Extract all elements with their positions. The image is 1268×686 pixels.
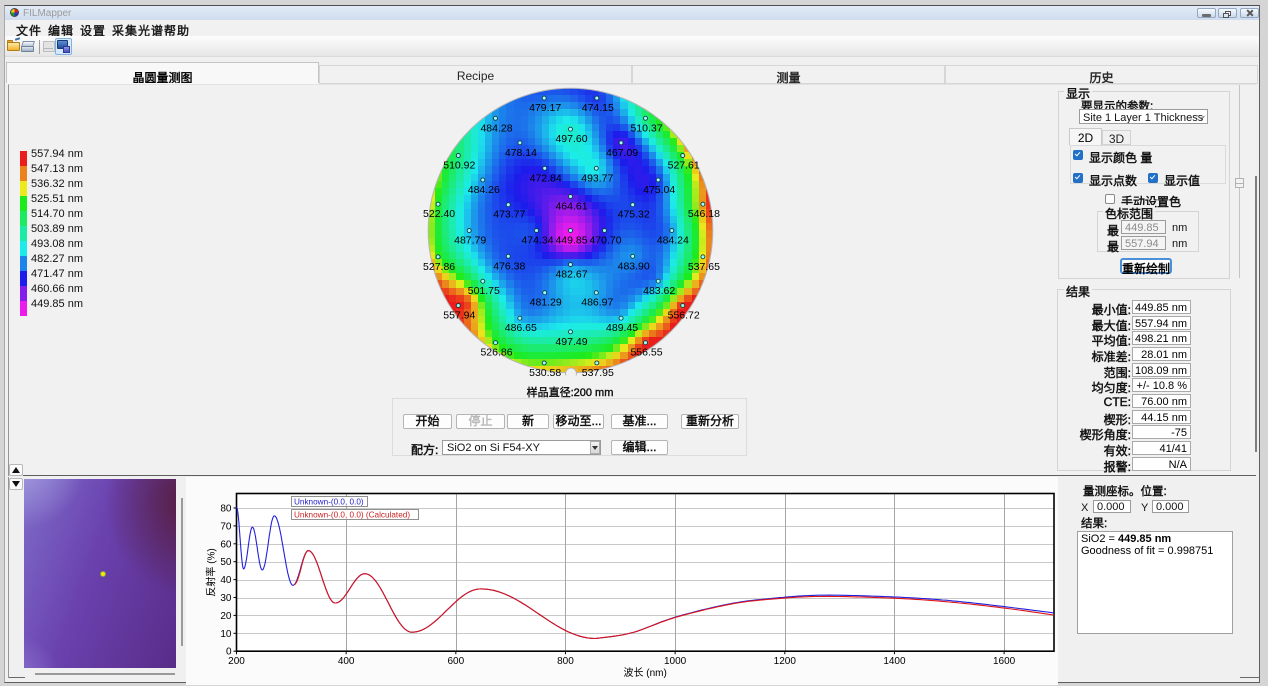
- svg-text:470.70: 470.70: [589, 235, 621, 247]
- svg-text:475.32: 475.32: [618, 209, 650, 221]
- svg-text:Unknown-(0.0, 0.0) (Calculated: Unknown-(0.0, 0.0) (Calculated): [294, 511, 410, 520]
- svg-text:449.85: 449.85: [555, 235, 587, 247]
- svg-text:波长 (nm): 波长 (nm): [624, 666, 667, 679]
- svg-text:557.94: 557.94: [443, 310, 475, 322]
- svg-text:482.67: 482.67: [555, 269, 587, 281]
- svg-text:475.04: 475.04: [643, 184, 675, 196]
- svg-text:400: 400: [338, 656, 355, 667]
- svg-text:478.14: 478.14: [505, 147, 537, 159]
- svg-text:70: 70: [220, 521, 232, 532]
- svg-text:537.95: 537.95: [582, 367, 614, 379]
- svg-text:600: 600: [447, 656, 464, 667]
- svg-text:493.77: 493.77: [581, 172, 613, 184]
- svg-text:484.26: 484.26: [468, 184, 500, 196]
- svg-text:526.86: 526.86: [480, 347, 512, 359]
- svg-text:489.45: 489.45: [606, 322, 638, 334]
- svg-text:537.65: 537.65: [688, 261, 720, 273]
- svg-text:486.97: 486.97: [581, 297, 613, 309]
- svg-text:30: 30: [220, 593, 232, 604]
- svg-text:476.38: 476.38: [493, 260, 525, 272]
- svg-text:556.55: 556.55: [630, 347, 662, 359]
- svg-text:1400: 1400: [883, 656, 906, 667]
- svg-text:467.09: 467.09: [606, 147, 638, 159]
- svg-text:60: 60: [220, 539, 232, 550]
- svg-text:556.72: 556.72: [668, 310, 700, 322]
- svg-text:472.84: 472.84: [530, 172, 562, 184]
- svg-text:0: 0: [226, 647, 232, 658]
- svg-text:483.90: 483.90: [618, 260, 650, 272]
- svg-text:510.37: 510.37: [630, 122, 662, 134]
- svg-text:800: 800: [557, 656, 574, 667]
- svg-text:1600: 1600: [993, 656, 1016, 667]
- svg-text:20: 20: [220, 611, 232, 622]
- svg-text:487.79: 487.79: [454, 235, 486, 247]
- svg-text:10: 10: [220, 629, 232, 640]
- svg-text:50: 50: [220, 557, 232, 568]
- svg-text:Unknown-(0.0, 0.0): Unknown-(0.0, 0.0): [294, 498, 364, 507]
- svg-text:497.49: 497.49: [555, 336, 587, 348]
- svg-text:1000: 1000: [664, 656, 687, 667]
- svg-text:484.24: 484.24: [657, 235, 689, 247]
- svg-text:484.28: 484.28: [480, 122, 512, 134]
- svg-text:40: 40: [220, 575, 232, 586]
- svg-text:481.29: 481.29: [530, 297, 562, 309]
- svg-text:479.17: 479.17: [529, 102, 561, 114]
- svg-text:80: 80: [220, 504, 232, 515]
- svg-text:510.92: 510.92: [443, 160, 475, 172]
- svg-text:200: 200: [228, 656, 245, 667]
- svg-text:474.15: 474.15: [582, 102, 614, 114]
- svg-text:473.77: 473.77: [493, 209, 525, 221]
- svg-text:530.58: 530.58: [529, 367, 561, 379]
- svg-text:546.18: 546.18: [688, 208, 720, 220]
- svg-text:464.61: 464.61: [555, 201, 587, 213]
- svg-text:1200: 1200: [774, 656, 797, 667]
- svg-text:527.61: 527.61: [668, 160, 700, 172]
- svg-text:522.40: 522.40: [423, 208, 455, 220]
- svg-text:483.62: 483.62: [643, 285, 675, 297]
- svg-text:501.75: 501.75: [468, 285, 500, 297]
- svg-text:497.60: 497.60: [555, 133, 587, 145]
- svg-text:474.34: 474.34: [521, 235, 553, 247]
- svg-text:527.86: 527.86: [423, 261, 455, 273]
- svg-text:486.65: 486.65: [505, 322, 537, 334]
- svg-text:反射率 (%): 反射率 (%): [205, 548, 218, 596]
